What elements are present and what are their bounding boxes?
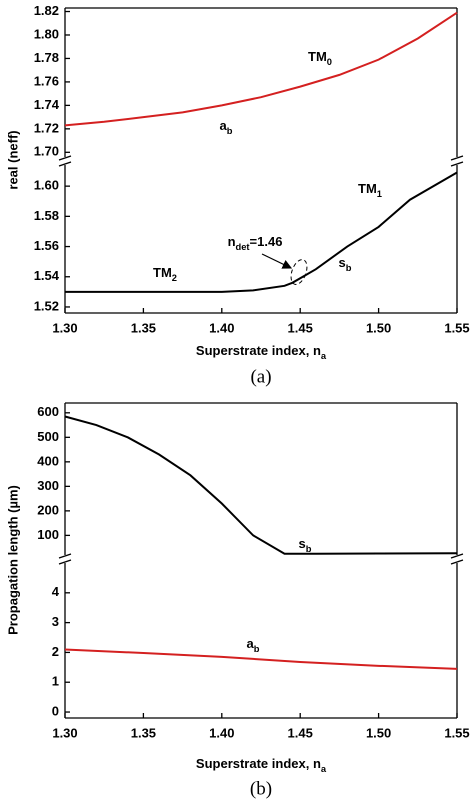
annotation: sb — [339, 255, 352, 273]
axis-break — [450, 553, 464, 559]
x-axis-label-main: Superstrate index, n — [196, 756, 321, 771]
y-tick-label: 100 — [37, 527, 59, 542]
annotation: TM1 — [358, 181, 382, 199]
arrow — [261, 253, 293, 269]
annotation: sb — [299, 536, 312, 554]
series-line — [64, 648, 458, 670]
annotation-sub: 1 — [377, 189, 382, 199]
annotation-sub: b — [346, 263, 352, 273]
x-axis-label-sub: a — [321, 351, 327, 361]
y-tick-label: 1.58 — [34, 208, 59, 223]
axis-break — [450, 161, 464, 167]
x-axis-label: Superstrate index, na — [196, 343, 327, 361]
x-tick-label: 1.30 — [52, 320, 77, 335]
x-tick-label: 1.55 — [444, 320, 469, 335]
annotation-main: TM — [358, 181, 377, 196]
y-tick-label: 3 — [52, 614, 59, 629]
series-line — [64, 415, 458, 555]
annotation-main: n — [228, 234, 236, 249]
y-tick-label: 4 — [52, 584, 60, 599]
axis-break — [450, 155, 464, 161]
axis-break — [450, 559, 464, 565]
axis-break — [58, 553, 72, 559]
annotation-main: TM — [153, 265, 172, 280]
y-tick-label: 400 — [37, 453, 59, 468]
annotation-after: =1.46 — [250, 234, 283, 249]
y-tick-label: 1.72 — [34, 120, 59, 135]
annotation: TM0 — [308, 49, 332, 67]
y-tick-label: 1.76 — [34, 73, 59, 88]
x-tick-label: 1.40 — [209, 320, 234, 335]
annotation-main: a — [247, 636, 255, 651]
annotation-main: s — [339, 255, 346, 270]
y-tick-label: 2 — [52, 644, 59, 659]
axis-break — [58, 559, 72, 565]
y-tick-label: 1.78 — [34, 50, 59, 65]
x-tick-label: 1.40 — [209, 725, 234, 740]
x-tick-label: 1.35 — [131, 320, 156, 335]
annotation: TM2 — [153, 265, 177, 283]
axis-break — [58, 155, 72, 161]
annotation-sub: 2 — [172, 273, 177, 283]
x-tick-label: 1.55 — [444, 725, 469, 740]
annotation-sub: b — [254, 644, 260, 654]
y-tick-label: 1.70 — [34, 144, 59, 159]
y-tick-label: 1.74 — [34, 97, 60, 112]
y-axis-label: real (neff) — [5, 130, 20, 189]
annotation-main: TM — [308, 49, 327, 64]
x-axis-label-sub: a — [321, 764, 327, 774]
axis-break — [58, 161, 72, 167]
y-tick-label: 1 — [52, 674, 59, 689]
x-axis-label-main: Superstrate index, n — [196, 343, 321, 358]
y-tick-label: 200 — [37, 502, 59, 517]
y-tick-label: 300 — [37, 478, 59, 493]
annotation-main: s — [299, 536, 306, 551]
annotation: ab — [220, 118, 233, 136]
y-tick-label: 1.80 — [34, 26, 59, 41]
x-tick-label: 1.45 — [288, 725, 313, 740]
x-tick-label: 1.45 — [288, 320, 313, 335]
caption: (b) — [250, 778, 272, 799]
x-axis-label: Superstrate index, na — [196, 756, 327, 774]
y-tick-label: 1.60 — [34, 178, 59, 193]
annotation-sub: det — [236, 242, 250, 252]
y-tick-label: 1.54 — [34, 268, 60, 283]
x-tick-label: 1.30 — [52, 725, 77, 740]
annotation-main: a — [220, 118, 228, 133]
y-tick-label: 1.52 — [34, 298, 59, 313]
x-tick-label: 1.50 — [366, 320, 391, 335]
y-tick-label: 500 — [37, 429, 59, 444]
series-line — [65, 171, 458, 293]
y-axis-label: Propagation length (µm) — [5, 485, 20, 635]
y-tick-label: 1.56 — [34, 238, 59, 253]
y-tick-label: 0 — [52, 703, 59, 718]
y-tick-label: 600 — [37, 404, 59, 419]
annotation-sub: b — [306, 544, 312, 554]
annotation-sub: b — [227, 126, 233, 136]
x-tick-label: 1.35 — [131, 725, 156, 740]
x-tick-label: 1.50 — [366, 725, 391, 740]
series-line — [64, 11, 458, 127]
annotation: ndet=1.46 — [228, 234, 283, 252]
annotation-sub: 0 — [327, 57, 332, 67]
caption: (a) — [250, 366, 271, 387]
annotation: ab — [247, 636, 260, 654]
y-tick-label: 1.82 — [34, 3, 59, 18]
